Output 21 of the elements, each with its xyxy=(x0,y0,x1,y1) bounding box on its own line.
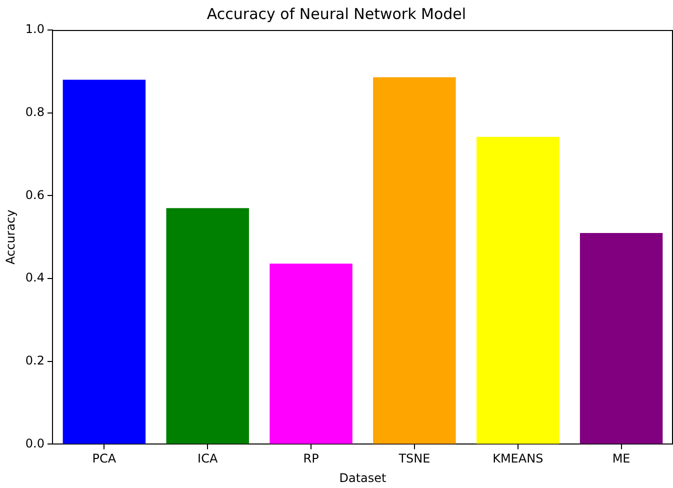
bar xyxy=(373,77,456,444)
x-tick-label: ICA xyxy=(198,452,218,466)
y-tick-label: 0.0 xyxy=(25,436,44,450)
bar xyxy=(580,232,663,444)
y-tick-label: 1.0 xyxy=(25,22,44,36)
bar xyxy=(62,80,146,444)
x-tick-label: PCA xyxy=(92,452,117,466)
x-axis-title: Dataset xyxy=(339,470,387,485)
x-tick-label: RP xyxy=(303,452,319,466)
y-tick-label: 0.8 xyxy=(25,104,44,119)
y-axis-title: Accuracy xyxy=(3,210,18,264)
chart-title: Accuracy of Neural Network Model xyxy=(206,4,466,23)
x-tick-label: TSNE xyxy=(398,452,430,466)
bar xyxy=(166,208,249,444)
y-tick-label: 0.2 xyxy=(25,353,44,368)
y-tick-label: 0.6 xyxy=(25,188,44,202)
y-tick-label: 0.4 xyxy=(25,270,44,285)
bar xyxy=(270,264,352,444)
bar xyxy=(476,136,560,444)
x-tick-label: ME xyxy=(612,452,630,466)
x-tick-label: KMEANS xyxy=(492,452,544,466)
